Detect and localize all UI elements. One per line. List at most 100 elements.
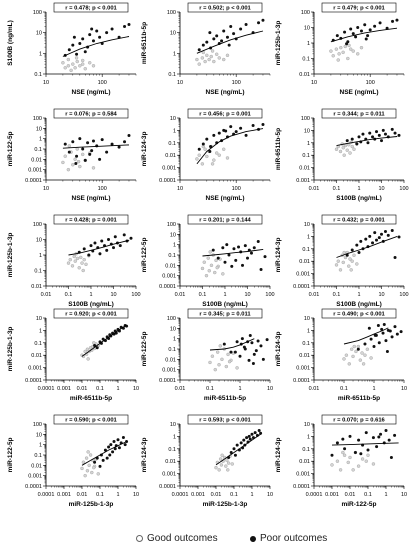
good-outcome-point: [66, 57, 71, 62]
poor-outcome-point: [74, 161, 78, 165]
poor-outcome-point: [208, 149, 212, 153]
poor-outcome-point: [383, 132, 387, 136]
poor-outcome-point: [391, 19, 395, 23]
poor-outcome-point: [345, 253, 349, 257]
poor-outcome-point: [112, 440, 116, 444]
x-tick-label: 1: [89, 292, 92, 298]
x-tick-label: 0.1: [199, 292, 207, 298]
good-outcome-point: [82, 257, 86, 262]
y-tick-label: 0.01: [31, 463, 42, 469]
poor-outcome-point: [356, 26, 360, 29]
good-outcome-point: [220, 357, 224, 362]
good-outcome-point: [348, 151, 352, 155]
x-tick-label: 0.0001: [306, 492, 323, 498]
poor-outcome-point: [71, 43, 75, 47]
poor-outcome-point: [376, 323, 380, 327]
y-tick-label: 0.1: [302, 247, 310, 253]
poor-outcome-point: [98, 35, 102, 39]
poor-outcome-point: [63, 142, 67, 146]
good-outcome-point: [71, 62, 75, 66]
poor-outcome-point: [366, 141, 370, 145]
poor-outcome-point: [239, 441, 243, 445]
legend-good: Good outcomes: [136, 533, 218, 544]
good-outcome-point: [90, 470, 94, 475]
good-outcome-point: [213, 367, 217, 372]
poor-outcome-point: [355, 243, 359, 247]
y-tick-label: 10: [304, 128, 310, 134]
panel-r4c3: 0.01 0.1 1 10 0.0001 0.001 0.01 0.1 1 10 miR-6511b…: [275, 308, 407, 402]
good-outcome-point: [83, 349, 87, 354]
good-outcome-point: [195, 157, 199, 161]
y-tick-label: 100: [33, 116, 42, 122]
good-outcome-point: [86, 357, 90, 361]
poor-outcome-point: [81, 37, 85, 41]
panel-r2c3: 0.01 0.1 1 10 100 0.001 0.01 0.1 1 10 100 S100B (ng…: [275, 108, 409, 202]
poor-outcome-point: [383, 229, 387, 233]
poor-outcome-point: [368, 28, 372, 32]
good-outcome-point: [205, 53, 209, 58]
y-tick-label: 0.0001: [25, 484, 42, 490]
y-tick-label: 0.01: [165, 357, 176, 363]
y-tick-label: 0.01: [299, 166, 310, 172]
poor-outcome-point: [335, 34, 339, 38]
good-outcome-point: [343, 143, 348, 148]
y-axis-label: miR-124-3p: [275, 331, 282, 366]
legend-good-label: Good outcomes: [147, 533, 218, 544]
y-tick-label: 1: [307, 434, 310, 440]
x-tick-label: 1: [238, 386, 241, 392]
poor-outcome-point: [364, 37, 368, 41]
x-tick-label: 1: [223, 292, 226, 298]
poor-outcome-point: [232, 32, 236, 36]
poor-outcome-point: [388, 329, 392, 333]
poor-outcome-point: [225, 35, 229, 39]
trend-line: [196, 30, 264, 54]
poor-outcome-point: [382, 322, 386, 326]
poor-outcome-point: [371, 241, 375, 245]
x-axis-label: S100B (ng/mL): [336, 195, 382, 202]
x-tick-label: 100: [265, 292, 274, 298]
good-outcome-point: [359, 45, 364, 50]
good-outcome-point: [343, 255, 348, 260]
poor-outcome-point: [100, 239, 104, 243]
poor-outcome-point: [67, 150, 71, 154]
x-tick-label: 1: [250, 492, 253, 498]
good-outcome-point: [365, 347, 370, 351]
good-outcome-point: [206, 256, 210, 260]
x-tick-label: 0.01: [309, 292, 320, 298]
y-tick-label: 0.01: [165, 263, 176, 269]
good-outcome-point: [200, 266, 205, 271]
good-outcome-point: [61, 61, 65, 65]
poor-outcome-point: [261, 357, 265, 361]
y-tick-label: 1: [173, 128, 176, 134]
good-outcome-point: [337, 52, 341, 56]
y-tick-label: 10: [304, 26, 310, 32]
good-outcome-point: [348, 257, 352, 261]
trend-line: [68, 239, 130, 256]
poor-outcome-point: [208, 31, 212, 35]
poor-outcome-point: [201, 43, 205, 47]
good-outcome-point: [85, 347, 90, 351]
poor-outcome-point: [67, 48, 71, 52]
good-outcome-point: [225, 53, 230, 58]
y-tick-label: 0.1: [168, 141, 176, 147]
x-tick-label: 100: [232, 80, 241, 86]
x-axis-label: miR-6511b-5p: [204, 395, 246, 402]
good-outcome-point: [215, 350, 220, 354]
x-axis-label: S100B (ng/mL): [202, 301, 248, 308]
good-outcome-point: [235, 366, 239, 370]
poor-outcome-point: [72, 35, 76, 39]
poor-outcome-point: [371, 436, 375, 440]
correlation-box: [187, 108, 263, 119]
good-outcome-point: [224, 464, 228, 468]
x-tick-label: 0.001: [191, 492, 205, 498]
good-outcome-point: [351, 468, 355, 472]
poor-outcome-point: [361, 132, 365, 136]
poor-outcome-point: [86, 141, 90, 145]
poor-outcome-point: [229, 24, 233, 28]
trend-line: [331, 442, 399, 446]
poor-outcome-point: [375, 238, 379, 242]
good-outcome-point: [210, 49, 215, 53]
good-outcome-point: [83, 67, 87, 71]
good-outcome-point: [212, 158, 216, 162]
good-outcome-point: [329, 49, 333, 53]
